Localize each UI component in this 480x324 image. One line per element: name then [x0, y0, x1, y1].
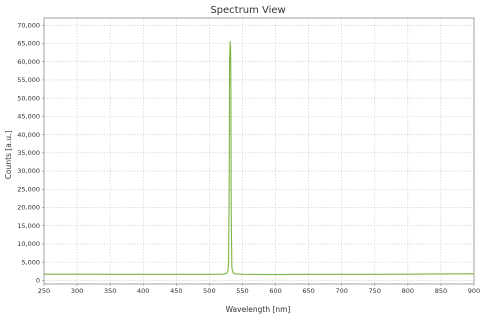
y-tick-label: 15,000 [17, 222, 40, 230]
y-tick-label: 0 [36, 277, 40, 285]
x-tick-label: 650 [302, 287, 314, 295]
y-tick-label: 70,000 [17, 21, 40, 29]
y-axis-ticks: 0 5,000 10,000 15,000 20,000 25,000 30,000 35,0… [17, 21, 44, 285]
y-tick-label: 20,000 [17, 204, 40, 212]
y-axis-label: Counts [a.u.] [4, 131, 13, 180]
y-tick-label: 30,000 [17, 167, 40, 175]
x-tick-label: 450 [170, 287, 182, 295]
y-tick-label: 65,000 [17, 40, 40, 48]
x-tick-label: 350 [104, 287, 116, 295]
x-tick-label: 900 [468, 287, 480, 295]
x-tick-label: 250 [38, 287, 50, 295]
x-tick-label: 300 [71, 287, 83, 295]
x-tick-label: 850 [435, 287, 447, 295]
y-tick-label: 50,000 [17, 94, 40, 102]
x-tick-label: 600 [269, 287, 281, 295]
x-tick-label: 550 [236, 287, 248, 295]
chart-title: Spectrum View [210, 5, 285, 16]
x-tick-label: 750 [369, 287, 381, 295]
y-tick-label: 5,000 [21, 258, 40, 266]
x-axis-ticks: 250 300 350 400 450 500 550 600 650 700 750 800 850 9… [38, 284, 480, 295]
y-tick-label: 55,000 [17, 76, 40, 84]
spectrum-series-line [43, 41, 475, 276]
y-tick-label: 10,000 [17, 240, 40, 248]
x-tick-label: 700 [335, 287, 347, 295]
y-tick-label: 35,000 [17, 149, 40, 157]
x-tick-label: 400 [137, 287, 149, 295]
y-tick-label: 25,000 [17, 185, 40, 193]
y-tick-label: 60,000 [17, 58, 40, 66]
grid-lines [44, 18, 474, 284]
y-tick-label: 45,000 [17, 113, 40, 121]
plot-area-frame [43, 17, 475, 285]
y-tick-label: 40,000 [17, 131, 40, 139]
x-axis-label: Wavelength [nm] [226, 305, 291, 314]
series-layer [43, 41, 475, 276]
x-tick-label: 500 [203, 287, 215, 295]
x-tick-label: 800 [402, 287, 414, 295]
